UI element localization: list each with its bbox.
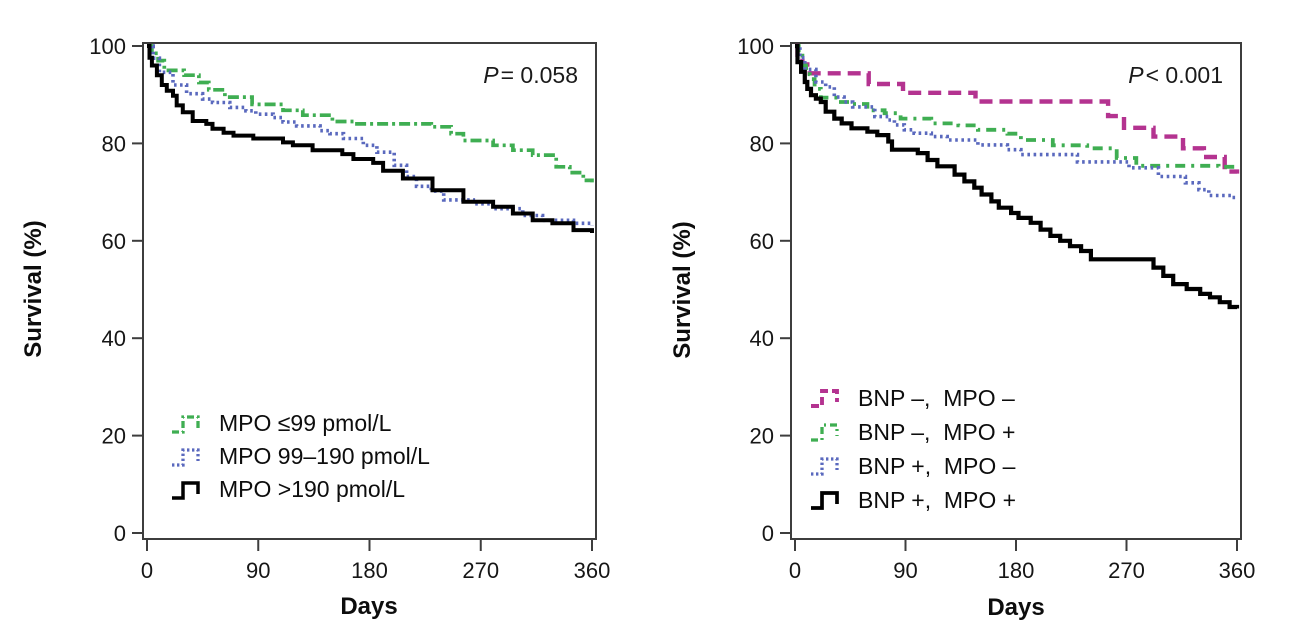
p-value-label: P< 0.001 [1128,62,1223,89]
y-axis-title: Survival (%) [669,221,696,359]
x-tick-label: 270 [1108,558,1145,583]
y-tick-label: 80 [102,131,126,156]
legend-item: MPO >190 pmol/L [170,473,430,506]
legend-label: BNP –, MPO – [858,384,1015,411]
legend-marker-mpo-mid [172,447,200,467]
y-tick-label: 0 [114,521,126,546]
x-tick-label: 270 [462,558,499,583]
legend-item: BNP –, MPO – [809,381,1016,415]
y-tick-label: 60 [750,229,774,254]
x-tick-label: 180 [351,558,388,583]
legend-marker-mpo-low [172,414,200,434]
x-tick-label: 360 [574,558,611,583]
p-symbol: P [1128,62,1144,88]
survival-curve-1 [795,44,1237,169]
y-tick-label: 20 [750,424,774,449]
legend-marker-line [811,457,839,476]
x-tick-label: 180 [998,558,1035,583]
legend-item: BNP –, MPO + [809,415,1016,449]
x-axis-title: Days [987,594,1045,621]
legend-item: MPO ≤99 pmol/L [170,407,430,440]
km-panel-left: 0 20 40 60 80 100 0 90 180 270 360 Survival (%) Da… [20,34,611,620]
legend-marker-bnpneg-mpopos [811,423,839,442]
legend-marker-line [172,447,200,467]
x-tick-label: 0 [141,558,153,583]
p-value-text: < 0.001 [1145,62,1223,88]
y-tick-label: 40 [102,326,126,351]
x-tick-label: 90 [893,558,917,583]
p-symbol: P [483,62,499,88]
legend-marker-bnppos-mpopos [811,491,839,510]
km-panel-right: 0 20 40 60 80 100 0 90 180 270 360 Survival (%) Da… [653,0,1306,641]
x-tick-label: 0 [789,558,801,583]
legend-marker-mpo-high [172,480,200,500]
y-tick-label: 100 [737,34,774,59]
x-tick-label: 90 [246,558,270,583]
legend-marker-line [172,414,200,434]
legend-right: BNP –, MPO – BNP –, MPO + BNP +, MPO – B… [809,381,1016,517]
legend-label: MPO >190 pmol/L [219,476,406,502]
legend-marker-bnppos-mponeg [811,457,839,476]
legend-item: BNP +, MPO – [809,449,1016,483]
y-tick-label: 40 [750,326,774,351]
km-plot-right: 0 20 40 60 80 100 0 90 180 270 360 [737,34,1256,583]
y-tick-label: 80 [750,131,774,156]
x-tick-label: 360 [1219,558,1256,583]
legend-label: BNP +, MPO – [858,452,1016,479]
y-axis-title: Survival (%) [20,220,47,358]
y-tick-label: 0 [762,521,774,546]
legend-label: BNP –, MPO + [858,418,1016,445]
survival-curve-3 [795,43,1240,310]
p-value-text: = 0.058 [500,62,578,88]
p-value-label: P= 0.058 [483,62,578,89]
legend-item: MPO 99–190 pmol/L [170,440,430,473]
legend-marker-line [811,423,839,442]
legend-marker-line [811,491,839,510]
legend-item: BNP +, MPO + [809,483,1016,517]
legend-label: MPO ≤99 pmol/L [219,410,392,436]
legend-left: MPO ≤99 pmol/L MPO 99–190 pmol/L MPO >19… [170,407,430,506]
legend-marker-line [172,480,200,500]
legend-label: MPO 99–190 pmol/L [219,443,430,469]
legend-marker-bnpneg-mponeg [811,389,839,408]
y-tick-label: 100 [89,34,126,59]
legend-label: BNP +, MPO + [858,486,1017,513]
survival-curve-0 [147,44,594,183]
km-plot-left: 0 20 40 60 80 100 0 90 180 270 360 [89,34,611,583]
survival-curve-1 [147,44,594,226]
survival-curve-2 [147,44,594,233]
survival-curve-2 [795,44,1239,200]
y-tick-label: 60 [102,229,126,254]
x-axis-title: Days [340,593,398,620]
y-tick-label: 20 [102,424,126,449]
legend-marker-line [811,389,839,408]
